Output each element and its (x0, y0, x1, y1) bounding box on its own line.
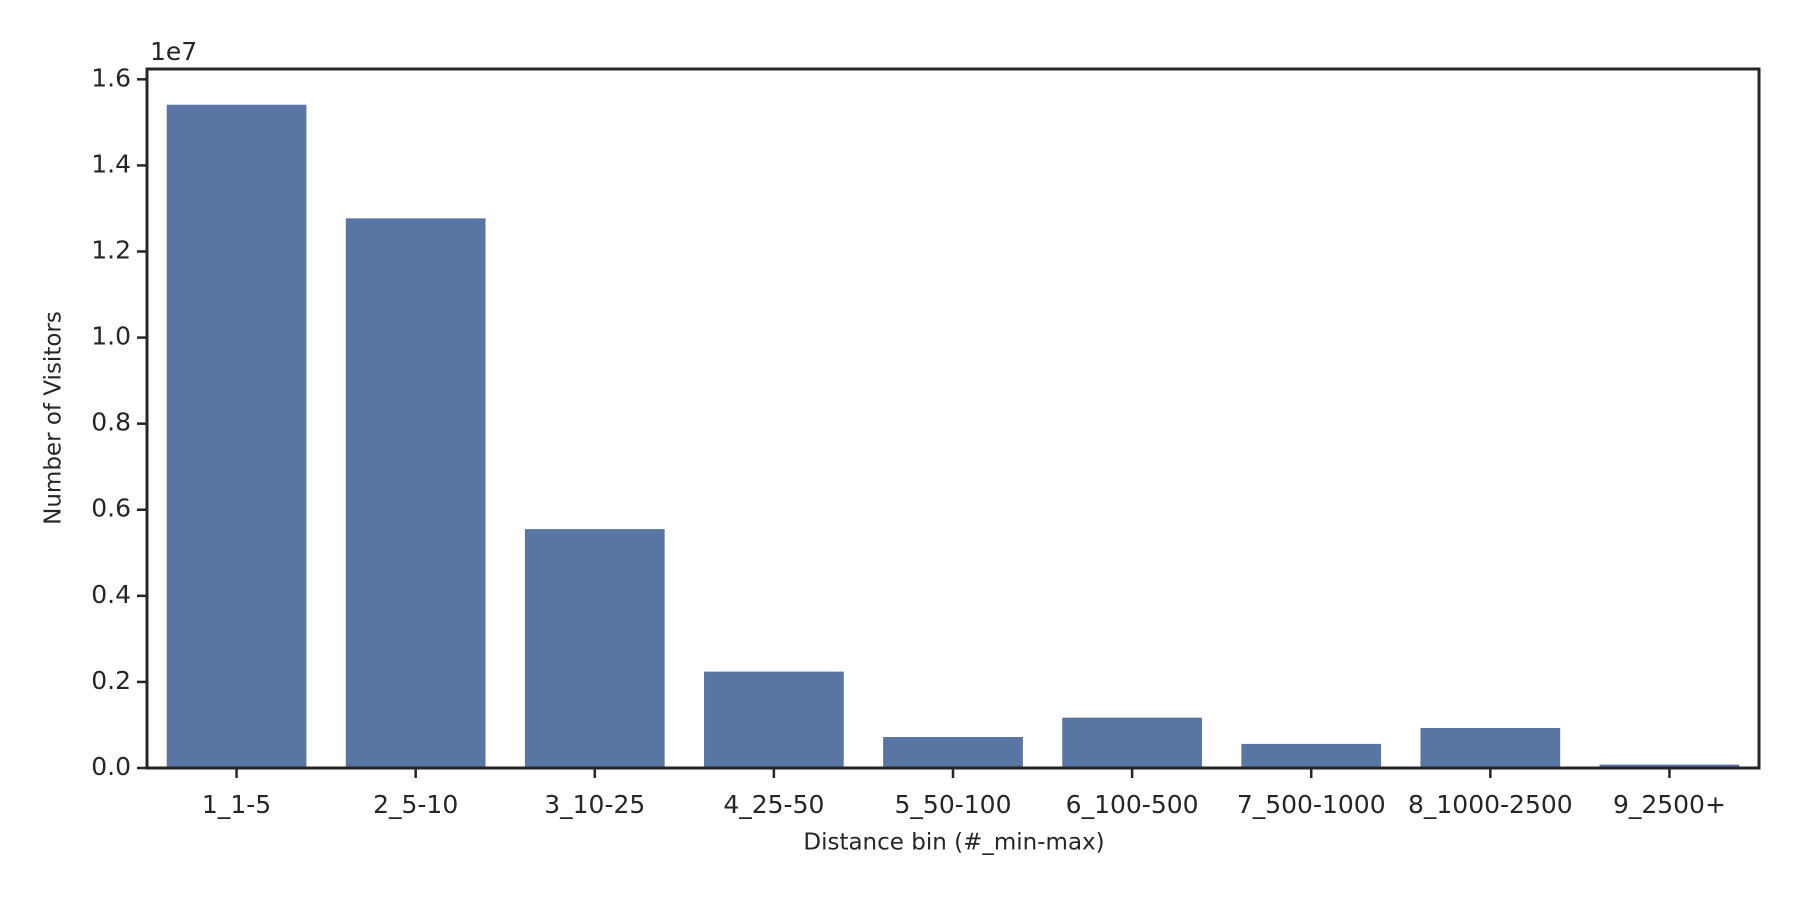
y-tick-label: 1.4 (91, 149, 131, 178)
x-tick-label: 2_5-10 (373, 790, 458, 819)
bar (166, 104, 307, 769)
y-tick-label: 0.0 (91, 752, 131, 781)
bar (1420, 727, 1561, 768)
x-tick-label: 6_100-500 (1066, 790, 1199, 819)
x-axis-label: Distance bin (#_min-max) (803, 830, 1104, 856)
x-tick-label: 7_500-1000 (1237, 790, 1386, 819)
x-tick-label: 3_10-25 (544, 790, 645, 819)
y-tick-label: 1.2 (91, 235, 131, 264)
bar (704, 671, 844, 768)
x-tick-label: 9_2500+ (1613, 790, 1726, 819)
y-tick-label: 0.2 (91, 666, 131, 695)
x-tick-label: 1_1-5 (202, 790, 271, 819)
y-tick-label: 0.6 (91, 494, 131, 523)
y-tick-label: 0.4 (91, 580, 131, 609)
y-tick-label: 1.6 (91, 63, 131, 92)
bar (883, 737, 1023, 768)
y-tick-label: 0.8 (91, 408, 131, 437)
plot-frame (145, 67, 1761, 770)
x-tick-label: 4_25-50 (723, 790, 824, 819)
x-tick-label: 5_50-100 (895, 790, 1012, 819)
bar (1599, 764, 1740, 768)
bar (1062, 717, 1202, 768)
y-axis-label: Number of Visitors (41, 311, 67, 525)
x-tick-label: 8_1000-2500 (1408, 790, 1573, 819)
bar (524, 529, 665, 768)
bar (345, 218, 486, 769)
y-tick-label: 1.0 (91, 322, 131, 351)
y-offset-label: 1e7 (150, 37, 197, 66)
bar (1241, 743, 1382, 768)
